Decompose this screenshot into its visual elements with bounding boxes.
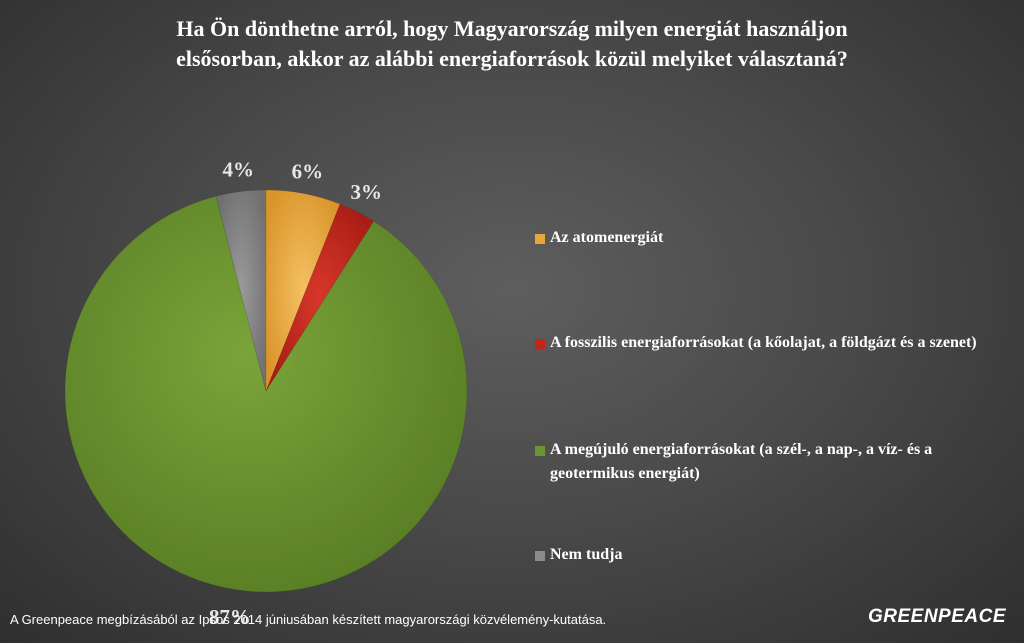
legend-label-renewable: A megújuló energiaforrásokat (a szél-, a… — [550, 441, 933, 482]
greenpeace-logo: GREENPEACE — [867, 606, 1006, 627]
source-footnote: A Greenpeace megbízásából az Ipsos 2014 … — [10, 612, 607, 627]
chart-title-line-2: elsősorban, akkor az alábbi energiaforrá… — [176, 46, 848, 71]
legend-item-renewable: A megújuló energiaforrásokat (a szél-, a… — [535, 438, 1005, 486]
chart-title: Ha Ön dönthetne arról, hogy Magyarország… — [40, 14, 984, 74]
legend-swatch-renewable — [535, 446, 545, 456]
pie-label-nuclear: 6% — [292, 160, 324, 184]
pie-label-dont-know: 4% — [223, 158, 255, 182]
legend-item-nuclear: Az atomenergiát — [535, 226, 1005, 250]
legend-label-dont-know: Nem tudja — [550, 546, 623, 563]
pie-label-fossil: 3% — [351, 180, 383, 204]
legend-swatch-fossil — [535, 339, 545, 349]
legend-label-fossil: A fosszilis energiaforrásokat (a kőolaja… — [550, 334, 977, 351]
legend-item-dont-know: Nem tudja — [535, 543, 1005, 567]
legend-swatch-dont-know — [535, 551, 545, 561]
legend-swatch-nuclear — [535, 234, 545, 244]
pie-slice-dont-know — [215, 189, 267, 392]
pie-slice-nuclear — [265, 189, 341, 392]
legend-label-nuclear: Az atomenergiát — [550, 229, 664, 246]
legend-item-fossil: A fosszilis energiaforrásokat (a kőolaja… — [535, 331, 1005, 355]
pie-slice-fossil — [265, 203, 375, 392]
chart-title-line-1: Ha Ön dönthetne arról, hogy Magyarország… — [176, 16, 848, 41]
pie-label-renewable: 87% — [209, 605, 251, 629]
pie-slice-renewable — [64, 196, 468, 593]
